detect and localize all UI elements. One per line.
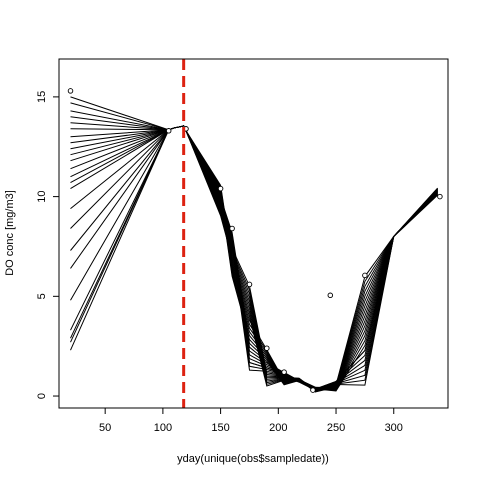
y-tick-label: 10 bbox=[36, 190, 48, 202]
observation-point bbox=[310, 387, 316, 393]
y-axis: 0 5 10 15 bbox=[36, 91, 60, 399]
series-line bbox=[70, 125, 438, 390]
observation-point bbox=[264, 345, 270, 351]
observation-points bbox=[67, 88, 443, 393]
observation-point bbox=[281, 369, 287, 375]
x-axis-label: yday(unique(obs$sampledate)) bbox=[177, 453, 329, 465]
series-lines bbox=[70, 96, 438, 393]
observation-point bbox=[67, 88, 74, 94]
observation-point bbox=[246, 281, 253, 288]
y-axis-label: DO conc [mg/m3] bbox=[4, 190, 16, 276]
series-line bbox=[70, 102, 438, 389]
x-tick-label: 200 bbox=[269, 422, 287, 434]
y-tick-label: 0 bbox=[36, 393, 48, 399]
y-tick-label: 15 bbox=[36, 91, 48, 103]
x-tick-label: 50 bbox=[99, 422, 111, 434]
x-axis: 50 100 150 200 250 300 bbox=[99, 407, 403, 434]
x-tick-label: 300 bbox=[385, 422, 403, 434]
observation-point bbox=[229, 225, 235, 232]
observation-point bbox=[217, 185, 224, 192]
observation-point bbox=[327, 292, 334, 299]
x-tick-label: 250 bbox=[327, 422, 345, 434]
observation-point bbox=[165, 128, 172, 134]
x-tick-label: 100 bbox=[154, 422, 172, 434]
observation-point bbox=[362, 272, 368, 279]
x-tick-label: 150 bbox=[211, 422, 229, 434]
observation-point bbox=[437, 193, 443, 200]
y-tick-label: 5 bbox=[36, 293, 48, 299]
series-line bbox=[70, 125, 438, 393]
